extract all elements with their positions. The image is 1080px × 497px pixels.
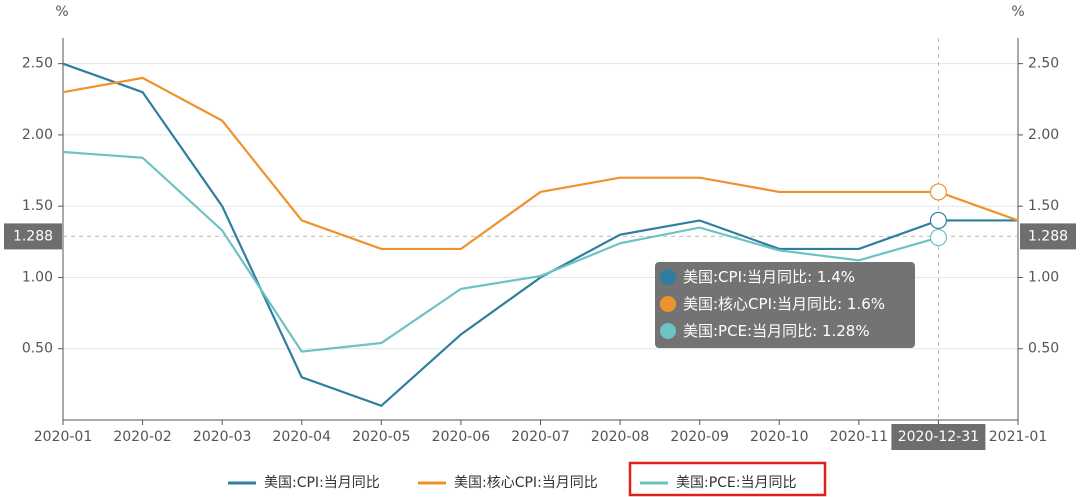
x-pointer-box bbox=[891, 424, 986, 450]
x-tick-label: 2020-05 bbox=[352, 429, 411, 445]
y2-tick-label: 1.00 bbox=[1028, 269, 1059, 285]
x-tick-label: 2020-12-31 bbox=[898, 429, 979, 445]
y2-tick-label: 0.50 bbox=[1028, 341, 1059, 357]
legend-label: 美国:核心CPI:当月同比 bbox=[454, 475, 598, 491]
tooltip-dot bbox=[660, 269, 676, 285]
x-tick-label: 2020-03 bbox=[193, 429, 252, 445]
pointer-label: 1.288 bbox=[13, 228, 53, 244]
y-tick-label: 2.50 bbox=[22, 56, 53, 72]
tooltip-item: 美国:CPI:当月同比: 1.4% bbox=[683, 268, 855, 286]
tooltip-value: 1.6% bbox=[847, 295, 885, 313]
series-line bbox=[62, 62, 1018, 408]
x-tick-label: 2020-04 bbox=[273, 429, 332, 445]
y2-tick-label: 2.00 bbox=[1028, 127, 1059, 143]
y2-tick-label: 1.50 bbox=[1028, 198, 1059, 214]
x-tick-label: 2020-10 bbox=[750, 429, 809, 445]
y-tick-label: 0.50 bbox=[22, 341, 53, 357]
tooltip-sep: : bbox=[837, 295, 847, 313]
y-tick-label: 2.00 bbox=[22, 127, 53, 143]
legend-label: 美国:PCE:当月同比 bbox=[676, 475, 797, 491]
x-tick-label: 2020-06 bbox=[432, 429, 491, 445]
x-tick-label: 2020-08 bbox=[591, 429, 650, 445]
tooltip-value: 1.4% bbox=[817, 268, 855, 286]
tooltip-item: 美国:核心CPI:当月同比: 1.6% bbox=[683, 295, 885, 313]
y-tick-label: 1.50 bbox=[22, 198, 53, 214]
tooltip-dot bbox=[660, 296, 676, 312]
legend-label: 美国:CPI:当月同比 bbox=[264, 475, 380, 491]
hover-point bbox=[929, 228, 948, 247]
x-tick-label: 2020-02 bbox=[113, 429, 172, 445]
tooltip-box bbox=[655, 262, 915, 348]
x-tick-label: 2021-01 bbox=[989, 429, 1048, 445]
y-unit: % bbox=[55, 4, 68, 20]
x-tick-label: 2020-09 bbox=[670, 429, 729, 445]
tooltip-item: 美国:PCE:当月同比: 1.28% bbox=[683, 322, 870, 340]
tooltip-name: 美国:核心CPI:当月同比 bbox=[683, 295, 837, 313]
tooltip-sep: : bbox=[812, 322, 822, 340]
x-tick-label: 2020-07 bbox=[511, 429, 570, 445]
tooltip-value: 1.28% bbox=[822, 322, 870, 340]
tooltip-name: 美国:CPI:当月同比 bbox=[683, 268, 807, 286]
y2-tick-label: 2.50 bbox=[1028, 56, 1059, 72]
pointer-box bbox=[1020, 223, 1076, 250]
series-line bbox=[62, 76, 1019, 251]
y-tick-label: 1.00 bbox=[22, 269, 53, 285]
x-tick-label: 2020-01 bbox=[34, 429, 93, 445]
pointer-box bbox=[4, 223, 62, 250]
hover-point bbox=[929, 211, 948, 230]
tooltip-sep: : bbox=[807, 268, 817, 286]
tooltip-dot bbox=[660, 323, 676, 339]
x-tick-label: 2020-11 bbox=[830, 429, 889, 445]
tooltip-name: 美国:PCE:当月同比 bbox=[683, 322, 812, 340]
pointer-label: 1.288 bbox=[1028, 228, 1068, 244]
tooltip: 美国:CPI:当月同比: 1.4% 美国:核心CPI:当月同比: 1.6% 美国:P… bbox=[655, 262, 915, 348]
legend-highlight bbox=[628, 461, 827, 497]
series-line bbox=[62, 150, 939, 353]
y2-unit: % bbox=[1011, 4, 1024, 20]
hover-point bbox=[929, 183, 948, 201]
